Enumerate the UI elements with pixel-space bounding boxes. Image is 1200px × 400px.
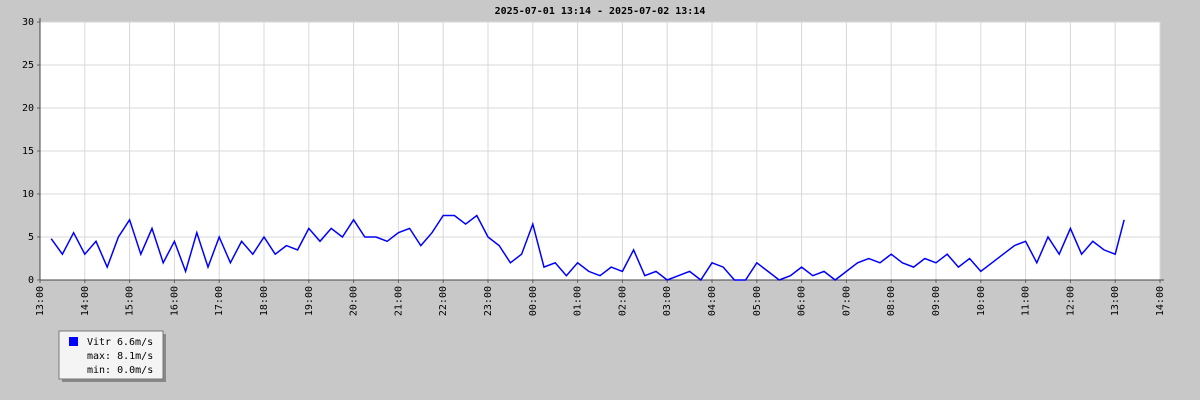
y-tick-label: 0 [28,275,34,286]
y-tick-label: 10 [22,189,34,200]
x-tick-label: 14:00 [1155,286,1166,316]
y-tick-label: 15 [22,146,34,157]
x-tick-label: 16:00 [169,286,180,316]
y-tick-label: 20 [22,103,34,114]
x-tick-label: 10:00 [976,286,987,316]
x-tick-label: 01:00 [573,286,584,316]
x-tick-label: 13:00 [1110,286,1121,316]
x-tick-label: 11:00 [1021,286,1032,316]
x-tick-label: 04:00 [707,286,718,316]
x-tick-label: 05:00 [752,286,763,316]
x-tick-label: 20:00 [349,286,360,316]
x-tick-label: 06:00 [797,286,808,316]
x-tick-label: 02:00 [617,286,628,316]
x-tick-label: 14:00 [80,286,91,316]
x-tick-label: 23:00 [483,286,494,316]
series-line [50,214,1125,282]
chart-title: 2025-07-01 13:14 - 2025-07-02 13:14 [495,6,706,17]
x-tick-label: 00:00 [528,286,539,316]
legend-max: max: 8.1m/s [87,351,153,362]
x-tick-label: 19:00 [304,286,315,316]
y-tick-label: 25 [22,60,34,71]
x-tick-label: 09:00 [931,286,942,316]
y-tick-label: 30 [22,17,34,28]
legend-current: 6.6m/s [117,337,153,348]
x-tick-label: 12:00 [1065,286,1076,316]
x-tick-label: 13:00 [35,286,46,316]
x-tick-label: 18:00 [259,286,270,316]
legend-min: min: 0.0m/s [87,365,153,376]
x-tick-label: 22:00 [438,286,449,316]
x-tick-label: 21:00 [393,286,404,316]
legend-label: Vitr [87,337,111,348]
legend-swatch [69,337,78,346]
x-tick-label: 17:00 [214,286,225,316]
x-tick-label: 15:00 [125,286,136,316]
x-tick-label: 03:00 [662,286,673,316]
y-tick-label: 5 [28,232,34,243]
x-tick-label: 07:00 [841,286,852,316]
x-tick-label: 08:00 [886,286,897,316]
